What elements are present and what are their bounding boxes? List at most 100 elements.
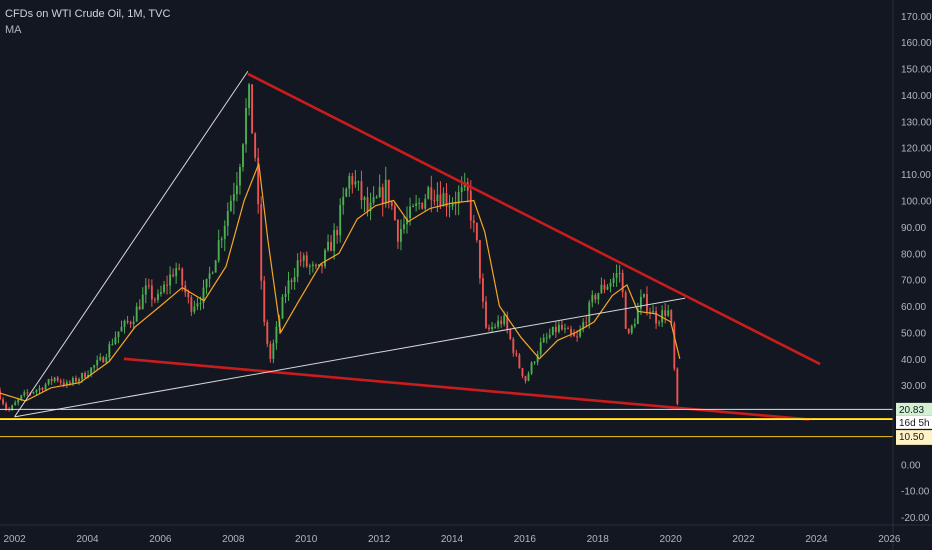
y-tick-label: 110.00 bbox=[901, 170, 931, 181]
candle-body bbox=[102, 357, 105, 363]
candle-body bbox=[652, 311, 654, 313]
price-tag bbox=[896, 402, 932, 416]
candle-body bbox=[551, 326, 554, 335]
candle-body bbox=[460, 187, 463, 192]
x-tick-label: 2020 bbox=[660, 534, 683, 545]
candle-body bbox=[53, 377, 56, 382]
candle-body bbox=[123, 320, 126, 327]
candle-body bbox=[147, 285, 150, 287]
candle-body bbox=[406, 218, 408, 225]
candle-body bbox=[311, 264, 314, 266]
candle-body bbox=[11, 405, 14, 411]
candle-body bbox=[591, 295, 594, 303]
candle-body bbox=[579, 329, 582, 337]
candle-body bbox=[506, 315, 509, 330]
candle-body bbox=[321, 264, 323, 267]
candle-body bbox=[199, 303, 202, 305]
candle-body bbox=[548, 334, 551, 338]
candle-body bbox=[50, 379, 53, 382]
candle-body bbox=[272, 343, 275, 359]
candle-body bbox=[126, 320, 129, 323]
candle-body bbox=[670, 310, 673, 324]
candle-body bbox=[32, 392, 35, 394]
candle-body bbox=[214, 260, 217, 273]
candle-body bbox=[114, 337, 117, 345]
candle-body bbox=[363, 197, 366, 201]
candle-body bbox=[232, 194, 235, 201]
candle-body bbox=[396, 220, 399, 242]
y-tick-label: 60.00 bbox=[901, 302, 926, 313]
candle-body bbox=[117, 331, 120, 338]
candle-body bbox=[351, 176, 354, 185]
candle-body bbox=[41, 387, 44, 390]
candle-body bbox=[281, 296, 284, 319]
candle-body bbox=[26, 392, 29, 394]
candle-body bbox=[424, 198, 427, 209]
candle-body bbox=[448, 206, 451, 208]
candle-body bbox=[23, 392, 26, 396]
candle-body bbox=[500, 320, 503, 325]
candle-body bbox=[175, 268, 178, 277]
candle-body bbox=[478, 240, 481, 279]
candle-body bbox=[639, 296, 642, 309]
candle-body bbox=[345, 188, 348, 197]
candle-body bbox=[399, 228, 402, 242]
price-tag-label: 16d 5h bbox=[899, 418, 930, 429]
y-tick-label: 90.00 bbox=[901, 223, 926, 234]
candle-body bbox=[44, 384, 47, 390]
candle-body bbox=[84, 373, 86, 378]
candle-body bbox=[560, 324, 563, 330]
price-tag bbox=[896, 430, 932, 444]
candle-body bbox=[618, 272, 621, 274]
candle-body bbox=[181, 268, 184, 286]
candle-body bbox=[642, 294, 645, 297]
price-tag bbox=[896, 415, 932, 429]
indicator-label[interactable]: MA bbox=[5, 24, 22, 36]
x-tick-label: 2006 bbox=[149, 534, 172, 545]
x-tick-label: 2024 bbox=[805, 534, 828, 545]
candle-body bbox=[485, 301, 487, 328]
candle-body bbox=[381, 187, 384, 204]
y-tick-label: 170.00 bbox=[901, 12, 932, 23]
candle-body bbox=[497, 320, 500, 327]
candle-body bbox=[59, 380, 62, 383]
candle-body bbox=[269, 343, 272, 359]
candle-body bbox=[573, 333, 576, 337]
candle-body bbox=[509, 329, 512, 339]
candle-body bbox=[600, 284, 603, 294]
candle-body bbox=[469, 190, 472, 221]
candle-body bbox=[491, 327, 494, 330]
candle-body bbox=[287, 280, 290, 294]
candle-body bbox=[314, 264, 317, 267]
price-axis[interactable]: 170.00 160.00 150.00 140.00 130.00 120.00 110.… bbox=[892, 0, 932, 550]
y-tick-label: 50.00 bbox=[901, 328, 926, 339]
candle-body bbox=[403, 224, 405, 229]
candle-body bbox=[242, 144, 244, 167]
x-tick-label: 2016 bbox=[514, 534, 537, 545]
y-tick-label: 160.00 bbox=[901, 38, 932, 49]
candle-body bbox=[418, 202, 421, 204]
candle-body bbox=[576, 336, 579, 338]
candle-body bbox=[554, 326, 557, 332]
candle-body bbox=[624, 292, 627, 329]
y-tick-label: -10.00 bbox=[901, 487, 930, 498]
candle-body bbox=[427, 187, 430, 199]
candle-body bbox=[235, 185, 238, 195]
candle-body bbox=[482, 278, 484, 302]
candle-body bbox=[144, 285, 147, 295]
candles-layer bbox=[0, 82, 679, 412]
time-axis[interactable]: 2002 2004 2006 2008 2010 2012 2014 2016 2018 2020… bbox=[0, 524, 932, 545]
candle-body bbox=[354, 181, 357, 185]
price-tag-label: 20.83 bbox=[899, 405, 924, 416]
candle-body bbox=[251, 84, 254, 134]
x-tick-label: 2014 bbox=[441, 534, 464, 545]
candle-body bbox=[81, 373, 83, 380]
y-tick-label: 150.00 bbox=[901, 65, 932, 76]
candle-body bbox=[445, 193, 448, 207]
ma-line bbox=[0, 163, 681, 402]
trendline-red bbox=[247, 72, 821, 366]
candle-body bbox=[606, 286, 609, 290]
candle-body bbox=[646, 294, 648, 312]
candle-body bbox=[257, 157, 260, 205]
